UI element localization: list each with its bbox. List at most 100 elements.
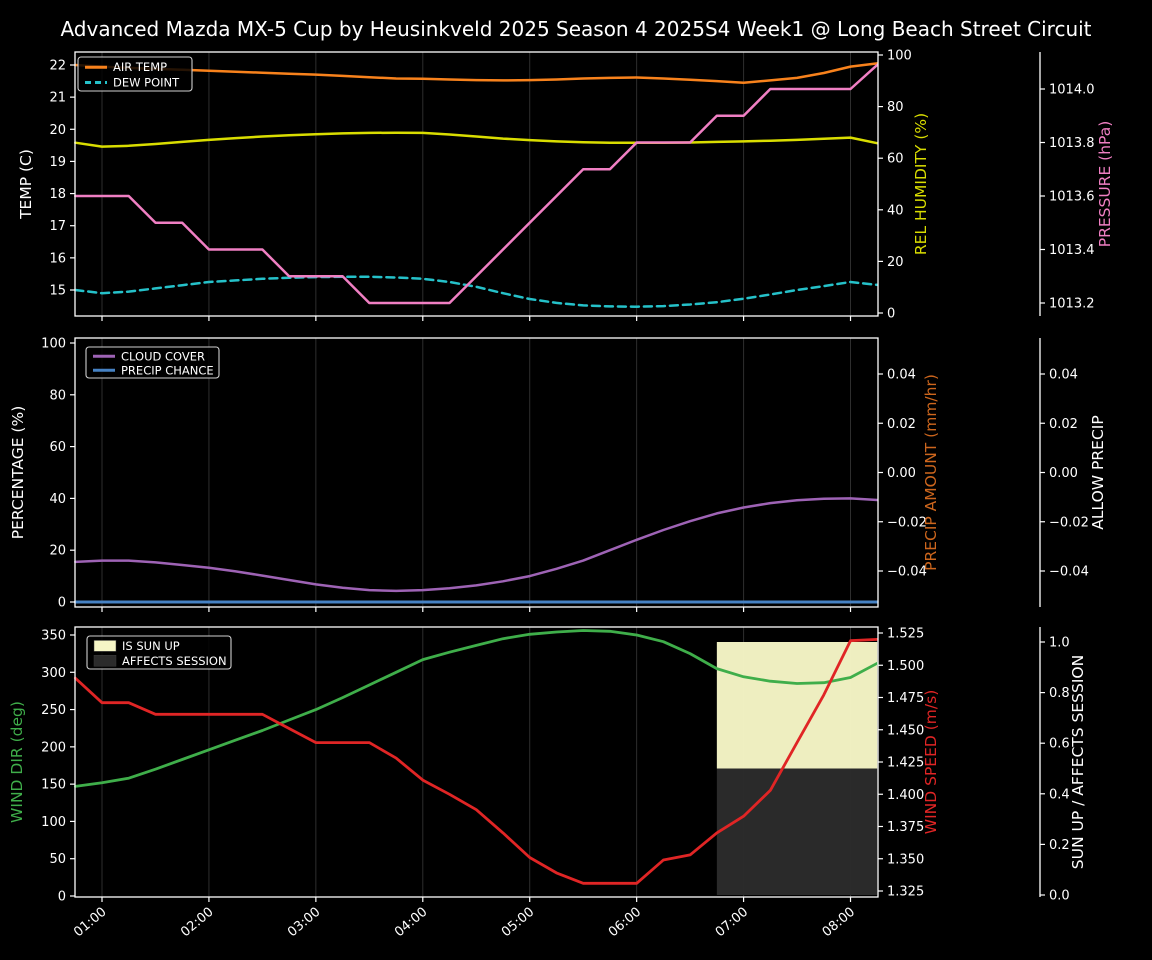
left-tick-label: 18 <box>49 187 66 202</box>
right2-tick-label: 1013.8 <box>1049 136 1095 151</box>
right2-tick-label: 0.2 <box>1049 838 1070 853</box>
affects-session-legend-swatch <box>93 655 117 667</box>
right2-tick-label: 1013.6 <box>1049 190 1095 205</box>
right1-tick-label: −0.04 <box>887 565 927 580</box>
plots-group: 15 16 17 18 19 20 21 22 0 20 40 60 80 100 1013.2 1013.4… <box>8 49 1114 941</box>
left-tick-label: 350 <box>41 629 66 644</box>
right1-tick-label: 0 <box>887 307 895 322</box>
left-tick-label: 300 <box>41 666 66 681</box>
right1-tick-label: 60 <box>887 152 904 167</box>
right1-tick-label: 1.375 <box>887 820 924 835</box>
left-tick-label: 0 <box>58 596 66 611</box>
right2-tick-label: 1013.4 <box>1049 243 1095 258</box>
left-tick-label: 22 <box>49 59 66 74</box>
right2-tick-label: 0.4 <box>1049 787 1070 802</box>
x-tick-label: 08:00 <box>820 905 858 941</box>
right1-tick-label: 0.00 <box>887 466 916 481</box>
precip-amount-mm-hr-axis-title: PRECIP AMOUNT (mm/hr) <box>922 374 940 571</box>
x-tick-label: 01:00 <box>71 905 109 941</box>
wind-speed-m-s-axis-title: WIND SPEED (m/s) <box>922 690 940 834</box>
left-tick-label: 60 <box>49 440 66 455</box>
left-tick-label: 19 <box>49 155 66 170</box>
right1-tick-label: 1.475 <box>887 691 924 706</box>
right1-tick-label: 40 <box>887 203 904 218</box>
right2-tick-label: 0.04 <box>1049 368 1078 383</box>
rel-humidity-line <box>74 131 879 148</box>
right2-tick-label: −0.02 <box>1049 515 1089 530</box>
panel-temperature: 15 16 17 18 19 20 21 22 0 20 40 60 80 100 1013.2 1013.4… <box>17 49 1114 322</box>
left-tick-label: 15 <box>49 284 66 299</box>
x-tick-label: 02:00 <box>178 905 216 941</box>
allow-precip-axis-title: ALLOW PRECIP <box>1089 415 1107 529</box>
right2-tick-label: 0.0 <box>1049 889 1070 904</box>
wind-dir-line <box>73 629 879 788</box>
right1-tick-label: 0.04 <box>887 368 916 383</box>
affects-session-legend-label: AFFECTS SESSION <box>122 654 227 668</box>
panel-wind-sun: 0 50 100 150 200 250 300 350 1.325 1.350 1.375 1.40… <box>8 626 1087 941</box>
rel-humidity-axis-title: REL HUMIDITY (%) <box>912 113 930 255</box>
right1-tick-label: −0.02 <box>887 515 927 530</box>
left-tick-label: 250 <box>41 703 66 718</box>
left-tick-label: 17 <box>49 219 66 234</box>
right1-tick-label: 0.02 <box>887 417 916 432</box>
left-tick-label: 100 <box>41 815 66 830</box>
pressure-line <box>74 63 879 305</box>
plot-border <box>74 51 879 317</box>
is-sun-up-legend-label: IS SUN UP <box>122 639 180 653</box>
right1-tick-label: 1.525 <box>887 627 924 642</box>
left-tick-label: 21 <box>49 91 66 106</box>
right1-tick-label: 1.400 <box>887 788 924 803</box>
right1-tick-label: 80 <box>887 100 904 115</box>
cloud-cover-line <box>74 497 879 593</box>
x-tick-label: 04:00 <box>392 905 430 941</box>
right2-tick-label: 0.8 <box>1049 686 1070 701</box>
percentage-axis-title: PERCENTAGE (%) <box>9 406 27 540</box>
right1-tick-label: 20 <box>887 255 904 270</box>
legend-temperature: AIR TEMP DEW POINT <box>77 56 193 92</box>
right2-tick-label: 0.02 <box>1049 417 1078 432</box>
right2-tick-label: 1013.2 <box>1049 297 1095 312</box>
is-sun-up-legend-swatch <box>93 640 117 652</box>
right1-tick-label: 100 <box>887 49 912 64</box>
precip-chance-legend-label: PRECIP CHANCE <box>121 363 214 377</box>
affects-session-region <box>716 768 878 895</box>
x-tick-label: 07:00 <box>713 905 751 941</box>
air-temp-line <box>74 62 879 84</box>
cloud-cover-legend-label: CLOUD COVER <box>121 349 205 363</box>
left-tick-label: 16 <box>49 251 66 266</box>
right2-tick-label: 1.0 <box>1049 636 1070 651</box>
right1-tick-label: 1.500 <box>887 659 924 674</box>
is-sun-up-region <box>716 642 878 769</box>
left-tick-label: 0 <box>58 890 66 905</box>
left-tick-label: 200 <box>41 740 66 755</box>
dew-point-line <box>74 275 879 308</box>
right2-tick-label: 0.6 <box>1049 737 1070 752</box>
temp-c-axis-title: TEMP (C) <box>17 149 35 220</box>
left-tick-label: 20 <box>49 123 66 138</box>
legend-box <box>85 346 220 379</box>
right1-tick-label: 1.350 <box>887 852 924 867</box>
left-tick-label: 50 <box>49 852 66 867</box>
chart-title: Advanced Mazda MX-5 Cup by Heusinkveld 2… <box>60 17 1091 41</box>
sun-up-affects-session-axis-title: SUN UP / AFFECTS SESSION <box>1069 655 1087 869</box>
right1-tick-label: 1.450 <box>887 723 924 738</box>
left-tick-label: 40 <box>49 492 66 507</box>
right1-tick-label: 1.325 <box>887 885 924 900</box>
right2-tick-label: 1014.0 <box>1049 83 1095 98</box>
x-tick-label: 05:00 <box>499 905 537 941</box>
pressure-hpa-axis-title: PRESSURE (hPa) <box>1096 121 1114 248</box>
dew-point-legend-label: DEW POINT <box>113 76 180 90</box>
right1-tick-label: 1.425 <box>887 756 924 771</box>
wind-dir-deg-axis-title: WIND DIR (deg) <box>8 701 26 823</box>
panel-cloud-precip: 0 20 40 60 80 100 −0.04 −0.02 0.00 0.02 0.04 −0.04 −… <box>9 337 1107 612</box>
left-tick-label: 20 <box>49 544 66 559</box>
right2-tick-label: −0.04 <box>1049 565 1089 580</box>
left-tick-label: 150 <box>41 778 66 793</box>
left-tick-label: 100 <box>41 337 66 352</box>
wind-speed-line <box>73 638 879 885</box>
x-tick-label: 06:00 <box>606 905 644 941</box>
